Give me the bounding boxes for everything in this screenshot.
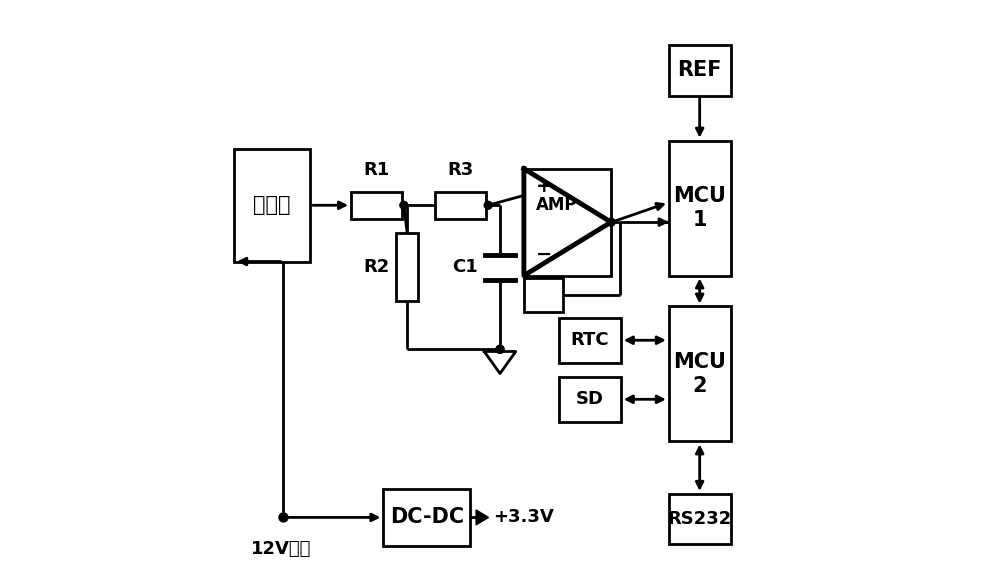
Text: AMP: AMP [536, 197, 578, 214]
Text: MCU
1: MCU 1 [673, 186, 726, 229]
Circle shape [496, 345, 504, 353]
Text: SD: SD [576, 390, 604, 408]
Bar [383, 489, 470, 545]
Text: R1: R1 [363, 161, 389, 179]
Text: −: − [536, 245, 553, 264]
Bar [669, 307, 731, 441]
Text: C1: C1 [452, 258, 478, 276]
Text: RTC: RTC [571, 331, 609, 349]
Bar [669, 494, 731, 544]
Bar [559, 377, 621, 422]
Bar [669, 140, 731, 275]
Text: REF: REF [677, 60, 722, 80]
Text: MCU
2: MCU 2 [673, 352, 726, 395]
Text: +: + [536, 177, 553, 196]
Circle shape [484, 201, 492, 209]
Circle shape [496, 345, 504, 353]
Circle shape [279, 513, 288, 522]
Text: 传感器: 传感器 [253, 195, 291, 215]
Bar [351, 192, 402, 219]
Text: RS232: RS232 [668, 510, 732, 528]
Bar [396, 233, 418, 301]
Bar [559, 318, 621, 363]
Text: 12V电源: 12V电源 [250, 540, 311, 558]
Circle shape [400, 201, 408, 209]
Text: R3: R3 [448, 161, 474, 179]
Polygon shape [476, 510, 488, 525]
Bar [435, 192, 486, 219]
Text: +3.3V: +3.3V [493, 508, 554, 527]
Bar [524, 169, 611, 275]
Bar [669, 45, 731, 95]
Text: R2: R2 [363, 258, 389, 276]
Circle shape [607, 218, 615, 226]
Bar [234, 149, 310, 261]
Text: DC-DC: DC-DC [390, 507, 464, 528]
Bar [524, 278, 563, 312]
